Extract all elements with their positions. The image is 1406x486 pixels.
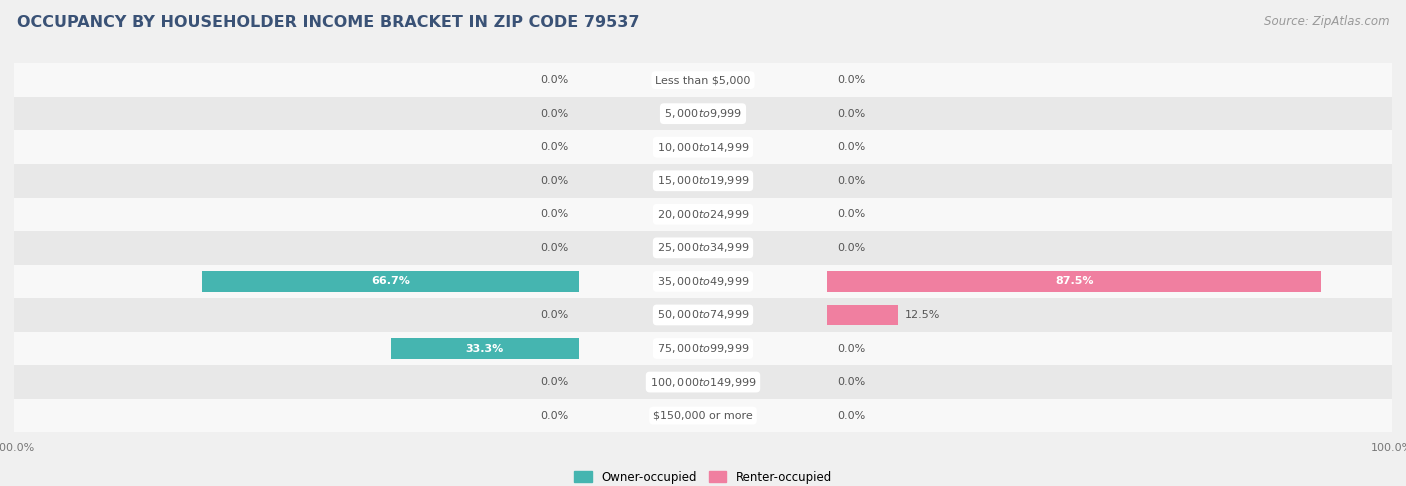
Bar xyxy=(14,63,1392,97)
Bar xyxy=(14,130,1392,164)
Text: $20,000 to $24,999: $20,000 to $24,999 xyxy=(657,208,749,221)
Text: 0.0%: 0.0% xyxy=(838,109,866,119)
Text: 0.0%: 0.0% xyxy=(540,243,568,253)
Text: 0.0%: 0.0% xyxy=(838,411,866,420)
Bar xyxy=(14,97,1392,130)
Text: 0.0%: 0.0% xyxy=(838,209,866,219)
Text: OCCUPANCY BY HOUSEHOLDER INCOME BRACKET IN ZIP CODE 79537: OCCUPANCY BY HOUSEHOLDER INCOME BRACKET … xyxy=(17,15,640,30)
Bar xyxy=(14,197,1392,231)
Bar xyxy=(14,164,1392,197)
Text: 66.7%: 66.7% xyxy=(371,277,411,286)
Text: $75,000 to $99,999: $75,000 to $99,999 xyxy=(657,342,749,355)
Text: $35,000 to $49,999: $35,000 to $49,999 xyxy=(657,275,749,288)
Legend: Owner-occupied, Renter-occupied: Owner-occupied, Renter-occupied xyxy=(569,466,837,486)
Bar xyxy=(14,265,1392,298)
Text: 0.0%: 0.0% xyxy=(540,142,568,152)
Text: 33.3%: 33.3% xyxy=(465,344,505,353)
Text: 0.0%: 0.0% xyxy=(540,377,568,387)
Text: 0.0%: 0.0% xyxy=(838,176,866,186)
Text: Less than $5,000: Less than $5,000 xyxy=(655,75,751,85)
Text: 0.0%: 0.0% xyxy=(838,377,866,387)
Text: 0.0%: 0.0% xyxy=(540,109,568,119)
Text: 87.5%: 87.5% xyxy=(1054,277,1094,286)
Text: 12.5%: 12.5% xyxy=(904,310,939,320)
Text: 0.0%: 0.0% xyxy=(838,142,866,152)
Bar xyxy=(14,332,1392,365)
Text: $50,000 to $74,999: $50,000 to $74,999 xyxy=(657,309,749,321)
Text: $15,000 to $19,999: $15,000 to $19,999 xyxy=(657,174,749,187)
Text: $100,000 to $149,999: $100,000 to $149,999 xyxy=(650,376,756,388)
Bar xyxy=(827,305,897,325)
Text: $25,000 to $34,999: $25,000 to $34,999 xyxy=(657,242,749,254)
Text: 0.0%: 0.0% xyxy=(838,344,866,353)
Text: 0.0%: 0.0% xyxy=(540,176,568,186)
Text: $5,000 to $9,999: $5,000 to $9,999 xyxy=(664,107,742,120)
Text: 0.0%: 0.0% xyxy=(540,209,568,219)
Bar xyxy=(14,298,1392,332)
Text: $10,000 to $14,999: $10,000 to $14,999 xyxy=(657,141,749,154)
Text: 0.0%: 0.0% xyxy=(838,243,866,253)
Bar xyxy=(827,271,1322,292)
Bar xyxy=(14,231,1392,265)
Text: 0.0%: 0.0% xyxy=(540,411,568,420)
Text: 0.0%: 0.0% xyxy=(540,75,568,85)
Bar xyxy=(391,338,579,359)
Text: Source: ZipAtlas.com: Source: ZipAtlas.com xyxy=(1264,15,1389,28)
Bar xyxy=(14,365,1392,399)
Text: 0.0%: 0.0% xyxy=(838,75,866,85)
Text: $150,000 or more: $150,000 or more xyxy=(654,411,752,420)
Text: 0.0%: 0.0% xyxy=(540,310,568,320)
Bar xyxy=(14,399,1392,433)
Bar xyxy=(202,271,579,292)
